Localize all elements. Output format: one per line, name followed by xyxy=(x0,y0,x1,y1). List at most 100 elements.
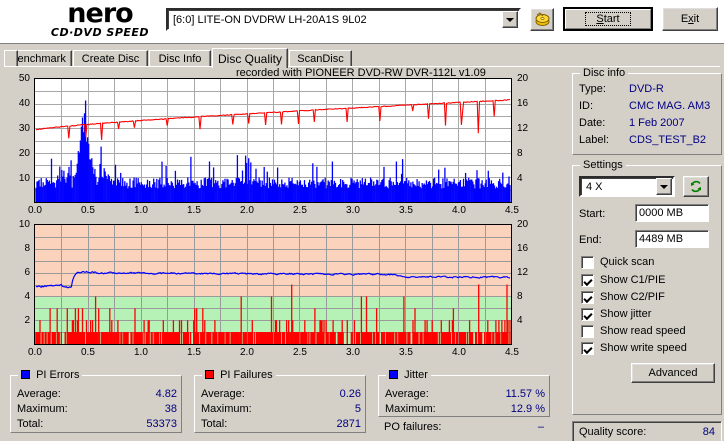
pie-y2tick-12: 12 xyxy=(517,123,529,134)
jitter-average-value: 11.57 % xyxy=(505,388,545,400)
pi-errors-legend-swatch xyxy=(21,370,30,379)
disc-info-group: Disc info Type: DVD-R ID: CMC MAG. AM3 D… xyxy=(572,67,722,155)
disc-info-label-value: CDS_TEST_B2 xyxy=(629,134,707,146)
disc-info-id-label: ID: xyxy=(579,100,594,112)
show-read-speed-checkbox[interactable] xyxy=(581,325,594,338)
pi-failures-legend-swatch xyxy=(205,370,214,379)
disc-info-type-label: Type: xyxy=(579,83,606,95)
pi-failures-total-label: Total: xyxy=(201,418,228,430)
pif-xtick-9: 4.5 xyxy=(505,347,519,358)
scan-start-value: 0000 MB xyxy=(639,207,684,219)
pie-xtick-5: 2.5 xyxy=(293,205,307,216)
disc-info-type-value: DVD-R xyxy=(629,83,664,95)
pie-xtick-2: 1.0 xyxy=(134,205,148,216)
pie-chart: 50 40 30 20 10 20 16 12 8 4 0.0 0.5 1.0 xyxy=(4,67,566,217)
pif-xtick-0: 0.0 xyxy=(28,347,42,358)
tab-disc-quality[interactable]: Disc Quality xyxy=(212,48,288,68)
po-failures-label: PO failures: xyxy=(384,421,442,433)
pie-xtick-9: 4.5 xyxy=(505,205,519,216)
speed-chevron-down-icon[interactable] xyxy=(656,178,672,195)
show-read-speed-label: Show read speed xyxy=(600,325,686,337)
pi-errors-maximum-label: Maximum: xyxy=(17,403,68,415)
pif-xtick-7: 3.5 xyxy=(399,347,413,358)
refresh-icon xyxy=(690,180,701,193)
advanced-button[interactable]: Advanced xyxy=(631,363,715,383)
settings-title: Settings xyxy=(580,159,626,171)
pie-xtick-1: 0.5 xyxy=(81,205,95,216)
pie-y2tick-16: 16 xyxy=(517,98,529,109)
jitter-maximum-label: Maximum: xyxy=(385,403,436,415)
quality-score-label: Quality score: xyxy=(579,426,647,438)
pie-y2tick-20: 20 xyxy=(517,73,529,84)
jitter-average-label: Average: xyxy=(385,388,429,400)
jitter-title-wrap: Jitter xyxy=(386,369,431,381)
pi-failures-maximum-value: 5 xyxy=(354,403,361,415)
disc-info-title: Disc info xyxy=(580,67,629,79)
pi-failures-title-wrap: PI Failures xyxy=(202,369,276,381)
pi-failures-average-value: 0.26 xyxy=(339,388,361,400)
pi-failures-maximum-label: Maximum: xyxy=(201,403,252,415)
disc-info-date-value: 1 Feb 2007 xyxy=(629,117,685,129)
charts-area: recorded with PIONEER DVD-RW DVR-112L v1… xyxy=(4,67,566,367)
show-jitter-checkbox[interactable] xyxy=(581,308,594,321)
jitter-legend-swatch xyxy=(389,370,398,379)
scan-end-value: 4489 MB xyxy=(639,233,684,245)
show-c2-pif-label: Show C2/PIF xyxy=(600,291,665,303)
disc-info-date-label: Date: xyxy=(579,117,606,129)
speed-select-value: 4 X xyxy=(586,180,603,193)
logo-wordmark: nero xyxy=(67,0,133,29)
pif-jitter-chart: 10 8 6 4 2 20 16 12 8 4 0.0 0.5 1.0 1.5 … xyxy=(4,217,566,365)
scan-end-label: End: xyxy=(579,234,602,246)
pi-failures-average-label: Average: xyxy=(201,388,245,400)
show-write-speed-checkbox[interactable] xyxy=(581,342,594,355)
pie-y2tick-4: 4 xyxy=(517,173,523,184)
pif-y2tick-12: 12 xyxy=(517,267,529,278)
settings-group: Settings 4 X Start: 0000 MB End: 4489 MB xyxy=(572,159,722,415)
pif-xtick-6: 3.0 xyxy=(346,347,360,358)
quality-score-box: Quality score: 84 xyxy=(572,421,722,441)
show-c1-pie-label: Show C1/PIE xyxy=(600,274,666,286)
eject-disc-button[interactable] xyxy=(530,8,554,31)
pif-xtick-3: 1.5 xyxy=(187,347,201,358)
disc-quality-panel: recorded with PIONEER DVD-RW DVR-112L v1… xyxy=(4,66,722,441)
nero-logo: nero CD·DVD SPEED xyxy=(20,0,180,43)
exit-button[interactable]: Exit xyxy=(662,7,718,31)
pi-errors-average-label: Average: xyxy=(17,388,61,400)
pi-errors-group: PI Errors Average: 4.82 Maximum: 38 Tota… xyxy=(10,369,182,433)
tab-disc-info[interactable]: Disc Info xyxy=(149,50,211,67)
po-failures-value: – xyxy=(537,421,544,433)
refresh-button[interactable] xyxy=(683,176,709,197)
speed-select[interactable]: 4 X xyxy=(579,176,675,197)
disc-info-label-label: Label: xyxy=(579,134,609,146)
start-button[interactable]: Start xyxy=(563,7,653,31)
start-button-label: Start xyxy=(585,12,631,26)
show-c2-pif-checkbox[interactable] xyxy=(581,291,594,304)
pie-y2tick-8: 8 xyxy=(517,148,523,159)
jitter-group: Jitter Average: 11.57 % Maximum: 12.9 % xyxy=(378,369,550,417)
logo-subtitle: CD·DVD SPEED xyxy=(50,26,150,39)
show-jitter-label: Show jitter xyxy=(600,308,652,320)
scan-start-field[interactable]: 0000 MB xyxy=(635,204,709,222)
pie-xtick-0: 0.0 xyxy=(28,205,42,216)
app-header: nero CD·DVD SPEED [6:0] LITE-ON DVDRW LH… xyxy=(0,0,724,44)
quick-scan-checkbox[interactable] xyxy=(581,256,594,269)
tab-bar: Benchmark Create Disc Disc Info Disc Qua… xyxy=(4,48,720,68)
pi-errors-total-value: 53373 xyxy=(146,418,177,430)
tab-create-disc[interactable]: Create Disc xyxy=(73,50,148,67)
pif-y2tick-4: 4 xyxy=(517,315,523,326)
show-c1-pie-checkbox[interactable] xyxy=(581,274,594,287)
pi-errors-total-label: Total: xyxy=(17,418,44,430)
pif-ytick-8: 8 xyxy=(24,243,30,254)
pif-xtick-1: 0.5 xyxy=(81,347,95,358)
pif-xtick-8: 4.0 xyxy=(452,347,466,358)
scan-end-field[interactable]: 4489 MB xyxy=(635,230,709,248)
advanced-button-label: Advanced xyxy=(648,367,698,379)
quality-score-value: 84 xyxy=(702,426,715,438)
chevron-down-icon[interactable] xyxy=(502,11,518,28)
pif-ytick-2: 2 xyxy=(24,315,30,326)
drive-select[interactable]: [6:0] LITE-ON DVDRW LH-20A1S 9L02 xyxy=(166,8,521,31)
pif-plot-area xyxy=(34,224,512,345)
tab-scandisc[interactable]: ScanDisc xyxy=(289,50,352,67)
pie-xtick-8: 4.0 xyxy=(452,205,466,216)
